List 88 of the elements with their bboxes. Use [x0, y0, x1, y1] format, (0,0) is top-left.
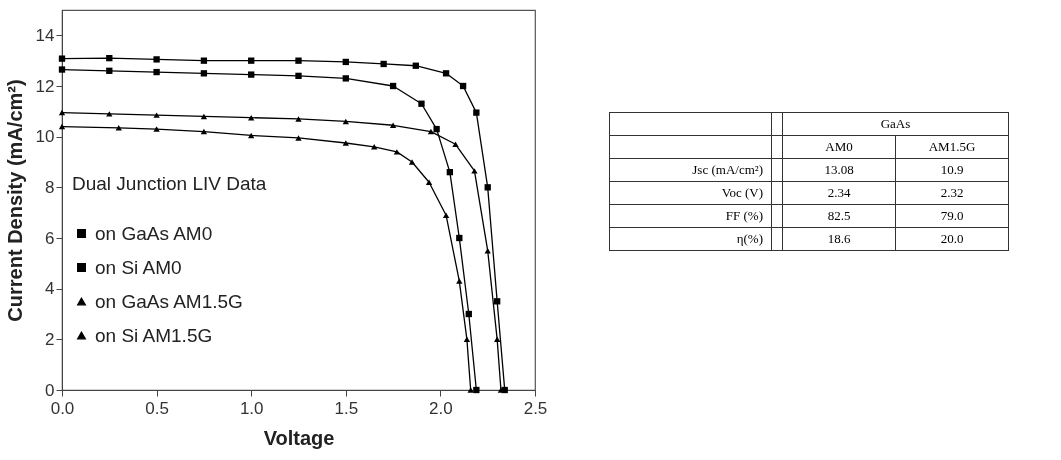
point: [58, 109, 66, 116]
point: [115, 125, 122, 131]
point: [467, 387, 474, 393]
point: [200, 57, 208, 64]
y-axis-title: Current Density (mA/cm²): [3, 79, 26, 322]
point: [456, 278, 463, 284]
y-tick-label: 12: [35, 76, 55, 96]
point: [248, 71, 255, 78]
point: [295, 57, 302, 64]
point: [342, 58, 349, 66]
point: [58, 55, 66, 62]
point: [342, 118, 349, 125]
point: [494, 298, 501, 305]
point: [371, 144, 378, 150]
point: [433, 125, 440, 133]
x-tick-label: 0.5: [145, 398, 169, 418]
category-label: η(%): [736, 231, 763, 246]
y-tick-label: 0: [45, 380, 55, 400]
point: [342, 75, 349, 82]
point: [452, 141, 459, 148]
category-label: Jsc (mA/cm²): [692, 162, 763, 177]
text: GaAs: [782, 112, 1009, 136]
category-label: AM0: [782, 135, 896, 159]
point: [153, 112, 160, 118]
x-tick-label: 0.0: [50, 398, 75, 418]
y-tick-label: 6: [45, 228, 55, 248]
point: [456, 234, 463, 242]
point: [442, 212, 450, 218]
point: [153, 126, 160, 132]
x-axis-title: Voltage: [263, 426, 335, 449]
y-tick-label: 10: [35, 127, 55, 147]
point: [389, 82, 397, 90]
text: 2.32: [940, 185, 964, 200]
point: [200, 70, 208, 77]
point: [442, 70, 450, 77]
category-label: FF (%): [725, 208, 763, 223]
point: [473, 386, 480, 394]
point: [295, 72, 302, 80]
point: [393, 149, 401, 155]
point: [58, 66, 66, 73]
point: [418, 100, 425, 107]
text: 82.5: [827, 208, 851, 223]
point: [58, 123, 66, 130]
category-label: Voc (V): [721, 185, 763, 200]
point: [389, 122, 397, 129]
point: [342, 140, 349, 146]
text: 20.0: [940, 231, 964, 246]
point: [295, 116, 302, 122]
point: [200, 113, 208, 120]
point: [153, 56, 160, 63]
x-tick-label: 2.5: [523, 398, 548, 418]
text: 2.34: [827, 185, 851, 200]
x-tick-label: 1.0: [239, 398, 264, 418]
point: [295, 135, 302, 141]
point: [408, 159, 416, 165]
point: [412, 62, 419, 69]
legend-label: on GaAs AM0: [95, 222, 213, 244]
point: [106, 111, 113, 117]
text: 10.9: [940, 162, 964, 177]
text: 18.6: [827, 231, 851, 246]
category-label: AM1.5G: [895, 135, 1009, 159]
point: [106, 54, 113, 62]
point: [471, 168, 478, 174]
legend-title: Dual Junction LIV Data: [72, 173, 267, 194]
point: [248, 57, 255, 64]
point: [459, 82, 467, 90]
point: [153, 68, 160, 76]
point: [484, 184, 491, 191]
legend-label: on Si AM0: [95, 256, 182, 278]
point: [106, 67, 113, 74]
point: [465, 310, 472, 318]
point: [494, 336, 501, 343]
y-tick-label: 8: [45, 177, 55, 197]
point: [380, 60, 387, 68]
point: [463, 336, 471, 343]
x-tick-label: 1.5: [334, 398, 359, 418]
point: [473, 109, 480, 116]
y-tick-label: 4: [45, 279, 55, 299]
point: [425, 179, 433, 186]
y-tick-label: 2: [45, 329, 55, 349]
legend-label: on GaAs AM1.5G: [95, 290, 243, 312]
text: 13.08: [824, 162, 854, 177]
y-tick-label: 14: [35, 25, 55, 45]
point: [446, 168, 454, 176]
point: [248, 132, 255, 139]
text: 79.0: [940, 208, 964, 223]
legend-label: on Si AM1.5G: [95, 324, 213, 346]
x-tick-label: 2.0: [429, 398, 453, 418]
